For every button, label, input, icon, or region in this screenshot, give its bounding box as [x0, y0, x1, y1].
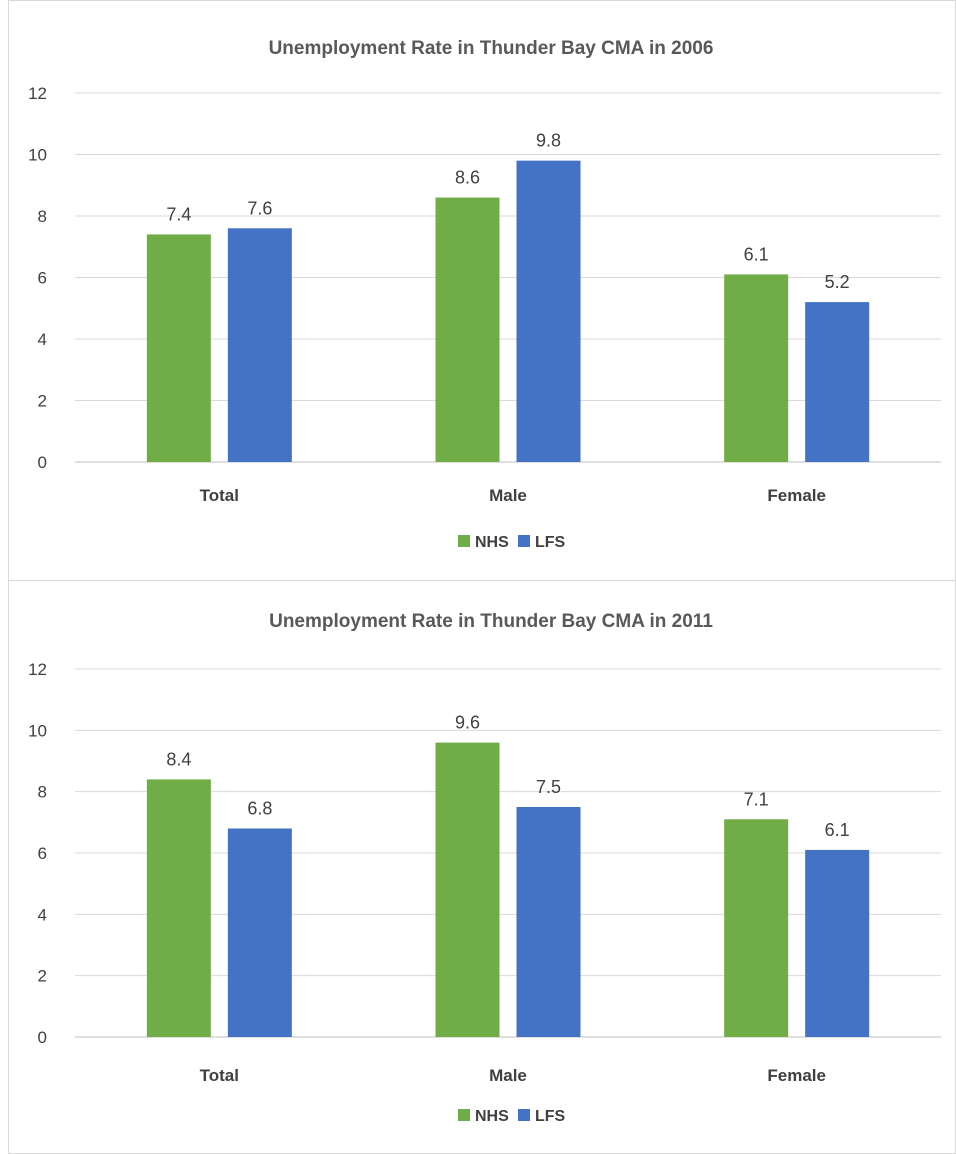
x-axis-categories: Total Male Female: [200, 1066, 826, 1085]
legend-swatch-lfs: [518, 1109, 530, 1121]
data-label: 6.1: [825, 820, 850, 840]
y-tick-label: 8: [38, 783, 47, 802]
y-tick-label: 4: [38, 330, 47, 349]
x-category-label: Female: [767, 1066, 826, 1085]
x-category-label: Male: [489, 486, 527, 505]
legend-swatch-nhs: [458, 535, 470, 547]
y-tick-label: 0: [38, 1028, 47, 1047]
legend: NHS LFS: [458, 534, 566, 551]
chart-title: Unemployment Rate in Thunder Bay CMA in …: [269, 38, 714, 59]
bars: [147, 743, 869, 1037]
chart-2011: Unemployment Rate in Thunder Bay CMA in …: [9, 581, 955, 1153]
legend-label: LFS: [535, 1108, 566, 1125]
y-axis-ticks: 0 2 4 6 8 10 12: [28, 84, 47, 472]
y-axis-ticks: 0 2 4 6 8 10 12: [28, 660, 47, 1047]
y-tick-label: 12: [28, 84, 47, 103]
y-tick-label: 10: [28, 146, 47, 165]
data-label: 7.5: [536, 777, 561, 797]
x-category-label: Female: [767, 486, 826, 505]
y-tick-label: 2: [38, 392, 47, 411]
bar-nhs-total: [147, 779, 211, 1037]
bar-lfs-total: [228, 828, 292, 1037]
data-label: 6.8: [247, 798, 272, 818]
data-label: 8.6: [455, 168, 480, 188]
data-label: 6.1: [744, 244, 769, 264]
data-label: 9.8: [536, 131, 561, 151]
chart-title: Unemployment Rate in Thunder Bay CMA in …: [269, 611, 713, 632]
y-tick-label: 4: [38, 905, 47, 924]
x-category-label: Total: [200, 1066, 239, 1085]
y-tick-label: 2: [38, 967, 47, 986]
legend-label: NHS: [475, 534, 509, 551]
y-tick-label: 0: [38, 453, 47, 472]
chart-panel-2011: Unemployment Rate in Thunder Bay CMA in …: [8, 581, 956, 1154]
bar-lfs-female: [805, 850, 869, 1037]
bar-lfs-male: [517, 807, 581, 1037]
legend-swatch-nhs: [458, 1109, 470, 1121]
legend-swatch-lfs: [518, 535, 530, 547]
bar-lfs-female: [805, 302, 869, 462]
data-label: 9.6: [455, 713, 480, 733]
x-axis-categories: Total Male Female: [200, 486, 826, 505]
y-tick-label: 10: [28, 721, 47, 740]
legend: NHS LFS: [458, 1108, 566, 1125]
bar-nhs-male: [436, 198, 500, 462]
legend-label: LFS: [535, 534, 566, 551]
data-label: 7.6: [247, 198, 272, 218]
y-tick-label: 6: [38, 844, 47, 863]
bar-lfs-male: [517, 161, 581, 462]
x-category-label: Male: [489, 1066, 527, 1085]
legend-label: NHS: [475, 1108, 509, 1125]
y-tick-label: 8: [38, 207, 47, 226]
bar-lfs-total: [228, 228, 292, 462]
data-label: 5.2: [825, 272, 850, 292]
bar-nhs-female: [724, 274, 788, 462]
bar-nhs-female: [724, 819, 788, 1037]
bar-nhs-male: [436, 743, 500, 1037]
bar-nhs-total: [147, 234, 211, 462]
data-label: 8.4: [166, 749, 191, 769]
data-label: 7.4: [166, 204, 191, 224]
x-category-label: Total: [200, 486, 239, 505]
chart-panel-2006: Unemployment Rate in Thunder Bay CMA in …: [8, 0, 956, 581]
y-tick-label: 12: [28, 660, 47, 679]
y-tick-label: 6: [38, 269, 47, 288]
chart-2006: Unemployment Rate in Thunder Bay CMA in …: [9, 1, 955, 580]
data-label: 7.1: [744, 789, 769, 809]
